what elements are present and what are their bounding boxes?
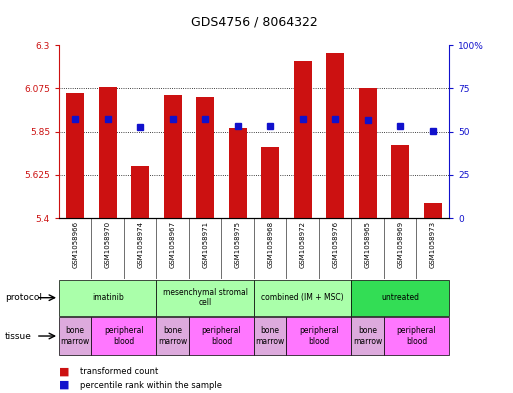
Text: GSM1058968: GSM1058968	[267, 221, 273, 268]
Bar	[261, 147, 279, 218]
Text: GSM1058971: GSM1058971	[202, 221, 208, 268]
FancyBboxPatch shape	[59, 280, 156, 316]
Bar	[229, 128, 247, 218]
FancyBboxPatch shape	[254, 280, 351, 316]
Text: mesenchymal stromal
cell: mesenchymal stromal cell	[163, 288, 248, 307]
Text: ■: ■	[59, 366, 69, 376]
Bar	[326, 53, 344, 218]
FancyBboxPatch shape	[254, 317, 286, 355]
Text: bone
marrow: bone marrow	[255, 326, 285, 346]
Text: GSM1058972: GSM1058972	[300, 221, 306, 268]
Text: bone
marrow: bone marrow	[353, 326, 382, 346]
Text: GSM1058966: GSM1058966	[72, 221, 78, 268]
Text: untreated: untreated	[381, 293, 419, 302]
FancyBboxPatch shape	[59, 317, 91, 355]
Text: bone
marrow: bone marrow	[158, 326, 187, 346]
Text: GSM1058974: GSM1058974	[137, 221, 143, 268]
Text: peripheral
blood: peripheral blood	[397, 326, 436, 346]
Bar	[196, 97, 214, 218]
Bar	[131, 166, 149, 218]
Text: GSM1058975: GSM1058975	[234, 221, 241, 268]
Text: GSM1058970: GSM1058970	[105, 221, 111, 268]
Text: protocol: protocol	[5, 293, 42, 302]
FancyBboxPatch shape	[351, 317, 384, 355]
FancyBboxPatch shape	[91, 317, 156, 355]
Text: GSM1058965: GSM1058965	[365, 221, 371, 268]
Text: GSM1058973: GSM1058973	[429, 221, 436, 268]
FancyBboxPatch shape	[156, 317, 189, 355]
Text: GSM1058969: GSM1058969	[397, 221, 403, 268]
Text: peripheral
blood: peripheral blood	[299, 326, 339, 346]
Text: GDS4756 / 8064322: GDS4756 / 8064322	[190, 16, 318, 29]
FancyBboxPatch shape	[351, 280, 449, 316]
Bar	[294, 61, 311, 218]
Bar	[391, 145, 409, 218]
FancyBboxPatch shape	[156, 280, 254, 316]
FancyBboxPatch shape	[189, 317, 254, 355]
Text: tissue: tissue	[5, 332, 32, 340]
Text: percentile rank within the sample: percentile rank within the sample	[80, 381, 222, 389]
Bar	[164, 95, 182, 218]
Bar	[359, 88, 377, 218]
Text: GSM1058967: GSM1058967	[170, 221, 176, 268]
Bar	[424, 203, 442, 218]
Text: peripheral
blood: peripheral blood	[104, 326, 144, 346]
Bar	[99, 88, 116, 218]
Text: imatinib: imatinib	[92, 293, 124, 302]
Text: combined (IM + MSC): combined (IM + MSC)	[261, 293, 344, 302]
Text: GSM1058976: GSM1058976	[332, 221, 338, 268]
Text: peripheral
blood: peripheral blood	[202, 326, 241, 346]
Bar	[66, 93, 84, 218]
Text: ■: ■	[59, 380, 69, 390]
Text: bone
marrow: bone marrow	[61, 326, 90, 346]
Text: transformed count: transformed count	[80, 367, 158, 376]
FancyBboxPatch shape	[384, 317, 449, 355]
FancyBboxPatch shape	[286, 317, 351, 355]
